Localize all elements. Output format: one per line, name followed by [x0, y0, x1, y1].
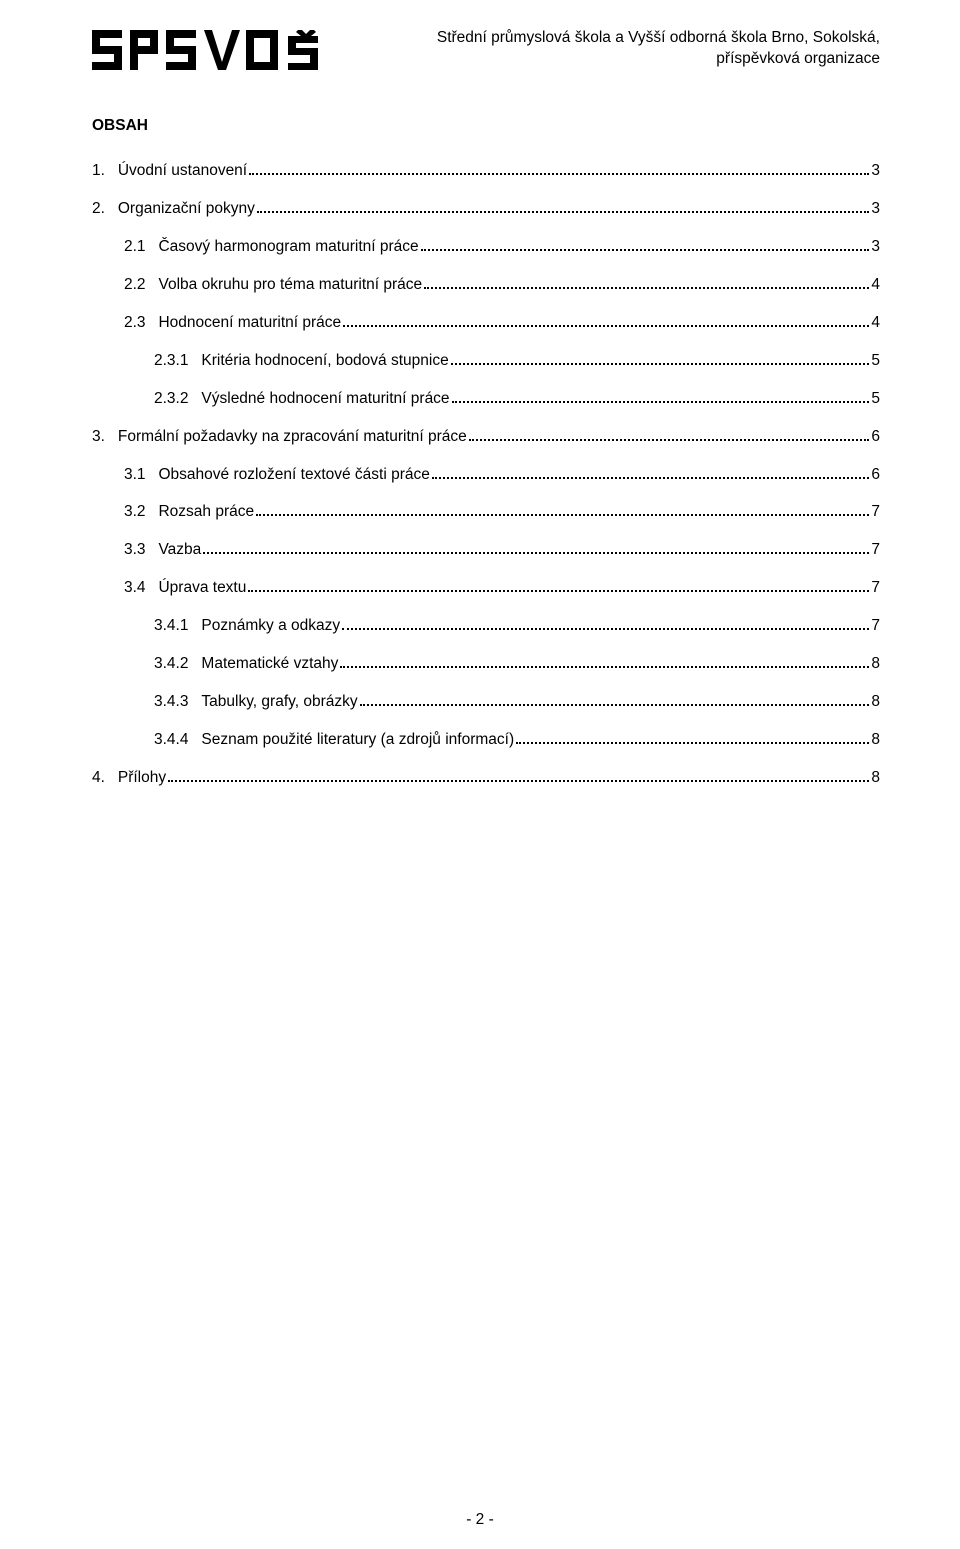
toc-entry-page: 3 — [871, 163, 880, 179]
toc-entry: 3.1 Obsahové rozložení textové části prá… — [92, 464, 880, 482]
toc-leader — [342, 616, 869, 630]
toc-leader — [168, 767, 869, 781]
toc-entry-page: 7 — [871, 580, 880, 596]
toc-entry-page: 8 — [871, 656, 880, 672]
toc-leader — [516, 729, 869, 743]
toc-entry-label: Seznam použité literatury (a zdrojů info… — [201, 732, 514, 748]
toc-entry-label: Tabulky, grafy, obrázky — [201, 694, 357, 710]
toc-entry-page: 8 — [871, 732, 880, 748]
table-of-contents: 1. Úvodní ustanovení32. Organizační poky… — [92, 161, 880, 785]
toc-entry: 3.4 Úprava textu 7 — [92, 578, 880, 596]
toc-entry: 2.3 Hodnocení maturitní práce 4 — [92, 313, 880, 331]
toc-entry-number: 3.1 — [124, 467, 146, 483]
toc-entry-page: 7 — [871, 542, 880, 558]
toc-leader — [343, 313, 869, 327]
toc-entry-number: 2.1 — [124, 239, 146, 255]
toc-entry: 3.4.3 Tabulky, grafy, obrázky 8 — [92, 691, 880, 709]
toc-entry-label: Úvodní ustanovení — [118, 163, 247, 179]
toc-entry: 2.1 Časový harmonogram maturitní práce 3 — [92, 237, 880, 255]
toc-entry-page: 4 — [871, 277, 880, 293]
header-text: Střední průmyslová škola a Vyšší odborná… — [348, 28, 880, 70]
toc-entry-page: 8 — [871, 694, 880, 710]
toc-entry-page: 8 — [871, 770, 880, 786]
toc-entry: 3.4.2 Matematické vztahy 8 — [92, 654, 880, 672]
toc-entry-label: Vazba — [158, 542, 201, 558]
toc-entry: 2.3.2 Výsledné hodnocení maturitní práce… — [92, 388, 880, 406]
toc-entry: 2.2 Volba okruhu pro téma maturitní prác… — [92, 275, 880, 293]
toc-entry: 4. Přílohy 8 — [92, 767, 880, 785]
toc-leader — [421, 237, 870, 251]
page-header: Střední průmyslová škola a Vyšší odborná… — [92, 28, 880, 75]
toc-entry-number: 3.4.4 — [154, 732, 188, 748]
toc-leader — [256, 502, 869, 516]
toc-leader — [452, 388, 870, 402]
header-line-1: Střední průmyslová škola a Vyšší odborná… — [348, 28, 880, 49]
toc-leader — [424, 275, 869, 289]
toc-leader — [203, 540, 869, 554]
toc-leader — [360, 691, 870, 705]
toc-leader — [469, 426, 870, 440]
toc-entry-label: Časový harmonogram maturitní práce — [158, 239, 418, 255]
logo-svg — [92, 30, 324, 70]
toc-entry: 3. Formální požadavky na zpracování matu… — [92, 426, 880, 444]
toc-entry-number: 2.3.1 — [154, 353, 188, 369]
toc-entry-number: 3.4.3 — [154, 694, 188, 710]
toc-leader — [340, 654, 869, 668]
toc-entry-label: Výsledné hodnocení maturitní práce — [201, 391, 449, 407]
toc-entry-page: 6 — [871, 429, 880, 445]
toc-entry-number: 3. — [92, 429, 105, 445]
toc-entry-number: 2.2 — [124, 277, 146, 293]
document-page: Střední průmyslová škola a Vyšší odborná… — [0, 0, 960, 1549]
toc-entry-label: Poznámky a odkazy — [201, 618, 340, 634]
toc-entry-number: 3.4.2 — [154, 656, 188, 672]
toc-entry-label: Úprava textu — [158, 580, 246, 596]
toc-entry-label: Hodnocení maturitní práce — [158, 315, 341, 331]
header-line-2: příspěvková organizace — [348, 49, 880, 70]
toc-entry: 3.2 Rozsah práce 7 — [92, 502, 880, 520]
toc-entry-page: 5 — [871, 353, 880, 369]
toc-leader — [451, 350, 870, 364]
toc-entry: 3.4.1 Poznámky a odkazy 7 — [92, 616, 880, 634]
school-logo — [92, 30, 324, 75]
toc-entry-number: 3.3 — [124, 542, 146, 558]
toc-entry-page: 3 — [871, 201, 880, 217]
toc-entry-label: Obsahové rozložení textové části práce — [158, 467, 429, 483]
page-number-footer: - 2 - — [0, 1511, 960, 1529]
toc-entry-page: 7 — [871, 618, 880, 634]
toc-entry-label: Kritéria hodnocení, bodová stupnice — [201, 353, 448, 369]
toc-entry: 2.3.1 Kritéria hodnocení, bodová stupnic… — [92, 350, 880, 368]
toc-entry: 1. Úvodní ustanovení 3 — [92, 161, 880, 179]
toc-entry-label: Formální požadavky na zpracování maturit… — [118, 429, 467, 445]
toc-entry-number: 4. — [92, 770, 105, 786]
toc-entry: 3.3 Vazba 7 — [92, 540, 880, 558]
toc-entry-label: Přílohy — [118, 770, 166, 786]
toc-leader — [248, 578, 869, 592]
toc-entry-label: Volba okruhu pro téma maturitní práce — [158, 277, 422, 293]
toc-entry-number: 2. — [92, 201, 105, 217]
toc-leader — [257, 199, 870, 213]
toc-entry-number: 2.3.2 — [154, 391, 188, 407]
toc-entry-label: Rozsah práce — [158, 504, 254, 520]
toc-entry-number: 3.4 — [124, 580, 146, 596]
toc-entry-page: 4 — [871, 315, 880, 331]
toc-entry: 2. Organizační pokyny 3 — [92, 199, 880, 217]
toc-entry-label: Matematické vztahy — [201, 656, 338, 672]
toc-entry-number: 2.3 — [124, 315, 146, 331]
toc-entry-page: 5 — [871, 391, 880, 407]
toc-entry-page: 6 — [871, 467, 880, 483]
toc-leader — [249, 161, 869, 175]
toc-entry-page: 3 — [871, 239, 880, 255]
section-title-obsah: OBSAH — [92, 117, 880, 135]
toc-entry-number: 3.4.1 — [154, 618, 188, 634]
toc-entry-number: 1. — [92, 163, 105, 179]
toc-entry-page: 7 — [871, 504, 880, 520]
toc-leader — [432, 464, 869, 478]
toc-entry-label: Organizační pokyny — [118, 201, 255, 217]
toc-entry: 3.4.4 Seznam použité literatury (a zdroj… — [92, 729, 880, 747]
toc-entry-number: 3.2 — [124, 504, 146, 520]
